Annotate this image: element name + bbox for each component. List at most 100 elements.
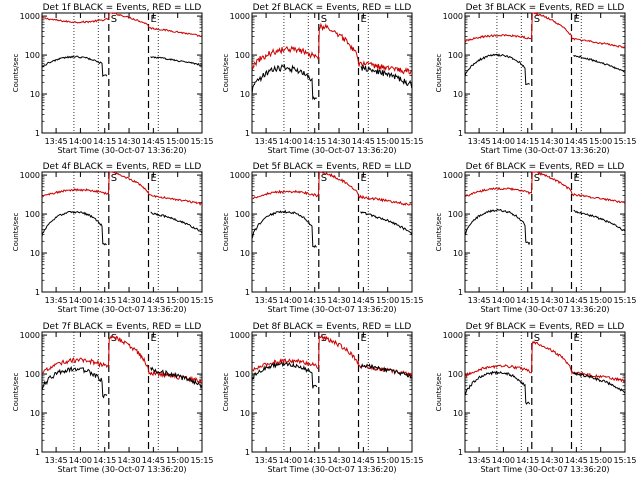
x-tick-label: 15:00 bbox=[589, 137, 612, 146]
x-tick-label: 14:45 bbox=[565, 456, 588, 465]
x-tick-label: 15:00 bbox=[589, 456, 612, 465]
lld-series-line bbox=[464, 11, 626, 49]
plot-frame bbox=[251, 12, 413, 134]
x-tick-label: 15:15 bbox=[190, 296, 213, 305]
marker-label-e: E bbox=[574, 333, 580, 344]
plot-frame bbox=[41, 331, 203, 453]
panel-title: Det 8f BLACK = Events, RED = LLD bbox=[253, 322, 412, 332]
panel-title: Det 7f BLACK = Events, RED = LLD bbox=[43, 322, 202, 332]
x-tick-label: 15:15 bbox=[613, 137, 636, 146]
y-tick-label: 1 bbox=[35, 288, 40, 297]
x-tick-label: 14:00 bbox=[69, 137, 92, 146]
y-tick-label: 1 bbox=[35, 129, 40, 138]
y-tick-label: 10 bbox=[453, 409, 463, 418]
panel-title: Det 1f BLACK = Events, RED = LLD bbox=[43, 3, 202, 13]
panel-title: Det 5f BLACK = Events, RED = LLD bbox=[253, 162, 412, 172]
marker-label-e: E bbox=[361, 333, 367, 344]
y-axis-label: Counts/sec bbox=[12, 54, 20, 93]
lld-series-line bbox=[251, 22, 412, 75]
y-tick-label: 100 bbox=[448, 51, 463, 60]
y-tick-label: 1000 bbox=[443, 331, 463, 340]
chart-panel-6: Det 6f BLACK = Events, RED = LLD 1 10 100 10… bbox=[435, 162, 637, 314]
x-tick-label: 14:45 bbox=[142, 137, 165, 146]
y-tick-label: 1000 bbox=[230, 12, 250, 21]
chart-panel-2: Det 2f BLACK = Events, RED = LLD 1 10 100 10… bbox=[222, 3, 424, 155]
lld-series-line bbox=[464, 340, 626, 383]
y-tick-label: 1000 bbox=[20, 171, 40, 180]
plot-frame bbox=[251, 331, 413, 453]
marker-label-s: S bbox=[534, 14, 540, 25]
x-tick-label: 14:30 bbox=[541, 296, 564, 305]
x-axis-label: Start Time (30-Oct-07 13:36:20) bbox=[480, 305, 609, 314]
x-tick-label: 13:45 bbox=[45, 456, 68, 465]
y-axis-label: Counts/sec bbox=[222, 54, 230, 93]
y-tick-label: 10 bbox=[30, 90, 40, 99]
lld-series-line bbox=[465, 171, 626, 204]
x-axis-label: Start Time (30-Oct-07 13:36:20) bbox=[480, 465, 609, 474]
y-tick-label: 1 bbox=[458, 448, 463, 457]
y-axis-label: Counts/sec bbox=[222, 213, 230, 252]
x-axis-label: Start Time (30-Oct-07 13:36:20) bbox=[57, 465, 186, 474]
panel-title: Det 9f BLACK = Events, RED = LLD bbox=[466, 322, 625, 332]
x-tick-label: 15:00 bbox=[376, 456, 399, 465]
plot-frame bbox=[464, 12, 626, 134]
panel-title: Det 6f BLACK = Events, RED = LLD bbox=[466, 162, 625, 172]
chart-panel-3: Det 3f BLACK = Events, RED = LLD 1 10 100 10… bbox=[435, 3, 637, 155]
y-axis-label: Counts/sec bbox=[12, 373, 20, 412]
events-series-line bbox=[251, 361, 412, 389]
plot-frame bbox=[464, 171, 626, 293]
x-tick-label: 15:00 bbox=[166, 296, 189, 305]
x-tick-label: 15:15 bbox=[613, 296, 636, 305]
x-tick-label: 14:30 bbox=[328, 456, 351, 465]
y-tick-label: 100 bbox=[25, 370, 40, 379]
x-tick-label: 14:30 bbox=[541, 137, 564, 146]
events-series-line bbox=[251, 209, 413, 248]
x-axis-label: Start Time (30-Oct-07 13:36:20) bbox=[267, 305, 396, 314]
plot-frame bbox=[251, 171, 413, 293]
x-tick-label: 14:00 bbox=[492, 456, 515, 465]
x-tick-label: 14:00 bbox=[69, 456, 92, 465]
chart-panel-8: Det 8f BLACK = Events, RED = LLD 1 10 100 10… bbox=[222, 322, 424, 474]
y-axis-label: Counts/sec bbox=[435, 373, 443, 412]
x-tick-label: 14:30 bbox=[118, 456, 141, 465]
x-tick-label: 13:45 bbox=[255, 137, 278, 146]
x-tick-label: 13:45 bbox=[45, 137, 68, 146]
events-series-line bbox=[464, 53, 625, 86]
plot-frame bbox=[464, 331, 626, 453]
y-tick-label: 1000 bbox=[20, 331, 40, 340]
y-tick-label: 100 bbox=[25, 210, 40, 219]
y-axis-label: Counts/sec bbox=[12, 213, 20, 252]
marker-label-s: S bbox=[534, 333, 540, 344]
x-tick-label: 14:15 bbox=[303, 296, 326, 305]
y-tick-label: 100 bbox=[448, 210, 463, 219]
x-axis-label: Start Time (30-Oct-07 13:36:20) bbox=[57, 146, 186, 155]
x-tick-label: 15:00 bbox=[376, 137, 399, 146]
y-tick-label: 1 bbox=[245, 288, 250, 297]
y-axis-label: Counts/sec bbox=[435, 54, 443, 93]
y-tick-label: 10 bbox=[240, 249, 250, 258]
x-tick-label: 14:30 bbox=[328, 137, 351, 146]
x-tick-label: 14:30 bbox=[541, 456, 564, 465]
x-tick-label: 15:15 bbox=[613, 456, 636, 465]
events-series-line bbox=[41, 211, 203, 246]
lld-series-line bbox=[251, 333, 413, 378]
marker-label-e: E bbox=[151, 333, 157, 344]
x-tick-label: 14:00 bbox=[279, 296, 302, 305]
x-tick-label: 14:15 bbox=[93, 137, 116, 146]
plot-frame bbox=[41, 12, 203, 134]
x-tick-label: 14:45 bbox=[565, 296, 588, 305]
x-tick-label: 14:30 bbox=[118, 296, 141, 305]
x-tick-label: 15:00 bbox=[589, 296, 612, 305]
chart-panel-5: Det 5f BLACK = Events, RED = LLD 1 10 100 10… bbox=[222, 162, 424, 314]
marker-label-e: E bbox=[574, 173, 580, 184]
marker-label-s: S bbox=[111, 333, 117, 344]
y-tick-label: 1 bbox=[35, 448, 40, 457]
y-tick-label: 100 bbox=[448, 370, 463, 379]
x-axis-label: Start Time (30-Oct-07 13:36:20) bbox=[267, 146, 396, 155]
events-series-line bbox=[464, 370, 626, 405]
x-tick-label: 14:00 bbox=[279, 137, 302, 146]
lld-series-line bbox=[251, 171, 412, 206]
marker-label-e: E bbox=[574, 14, 580, 25]
x-tick-label: 13:45 bbox=[468, 137, 491, 146]
